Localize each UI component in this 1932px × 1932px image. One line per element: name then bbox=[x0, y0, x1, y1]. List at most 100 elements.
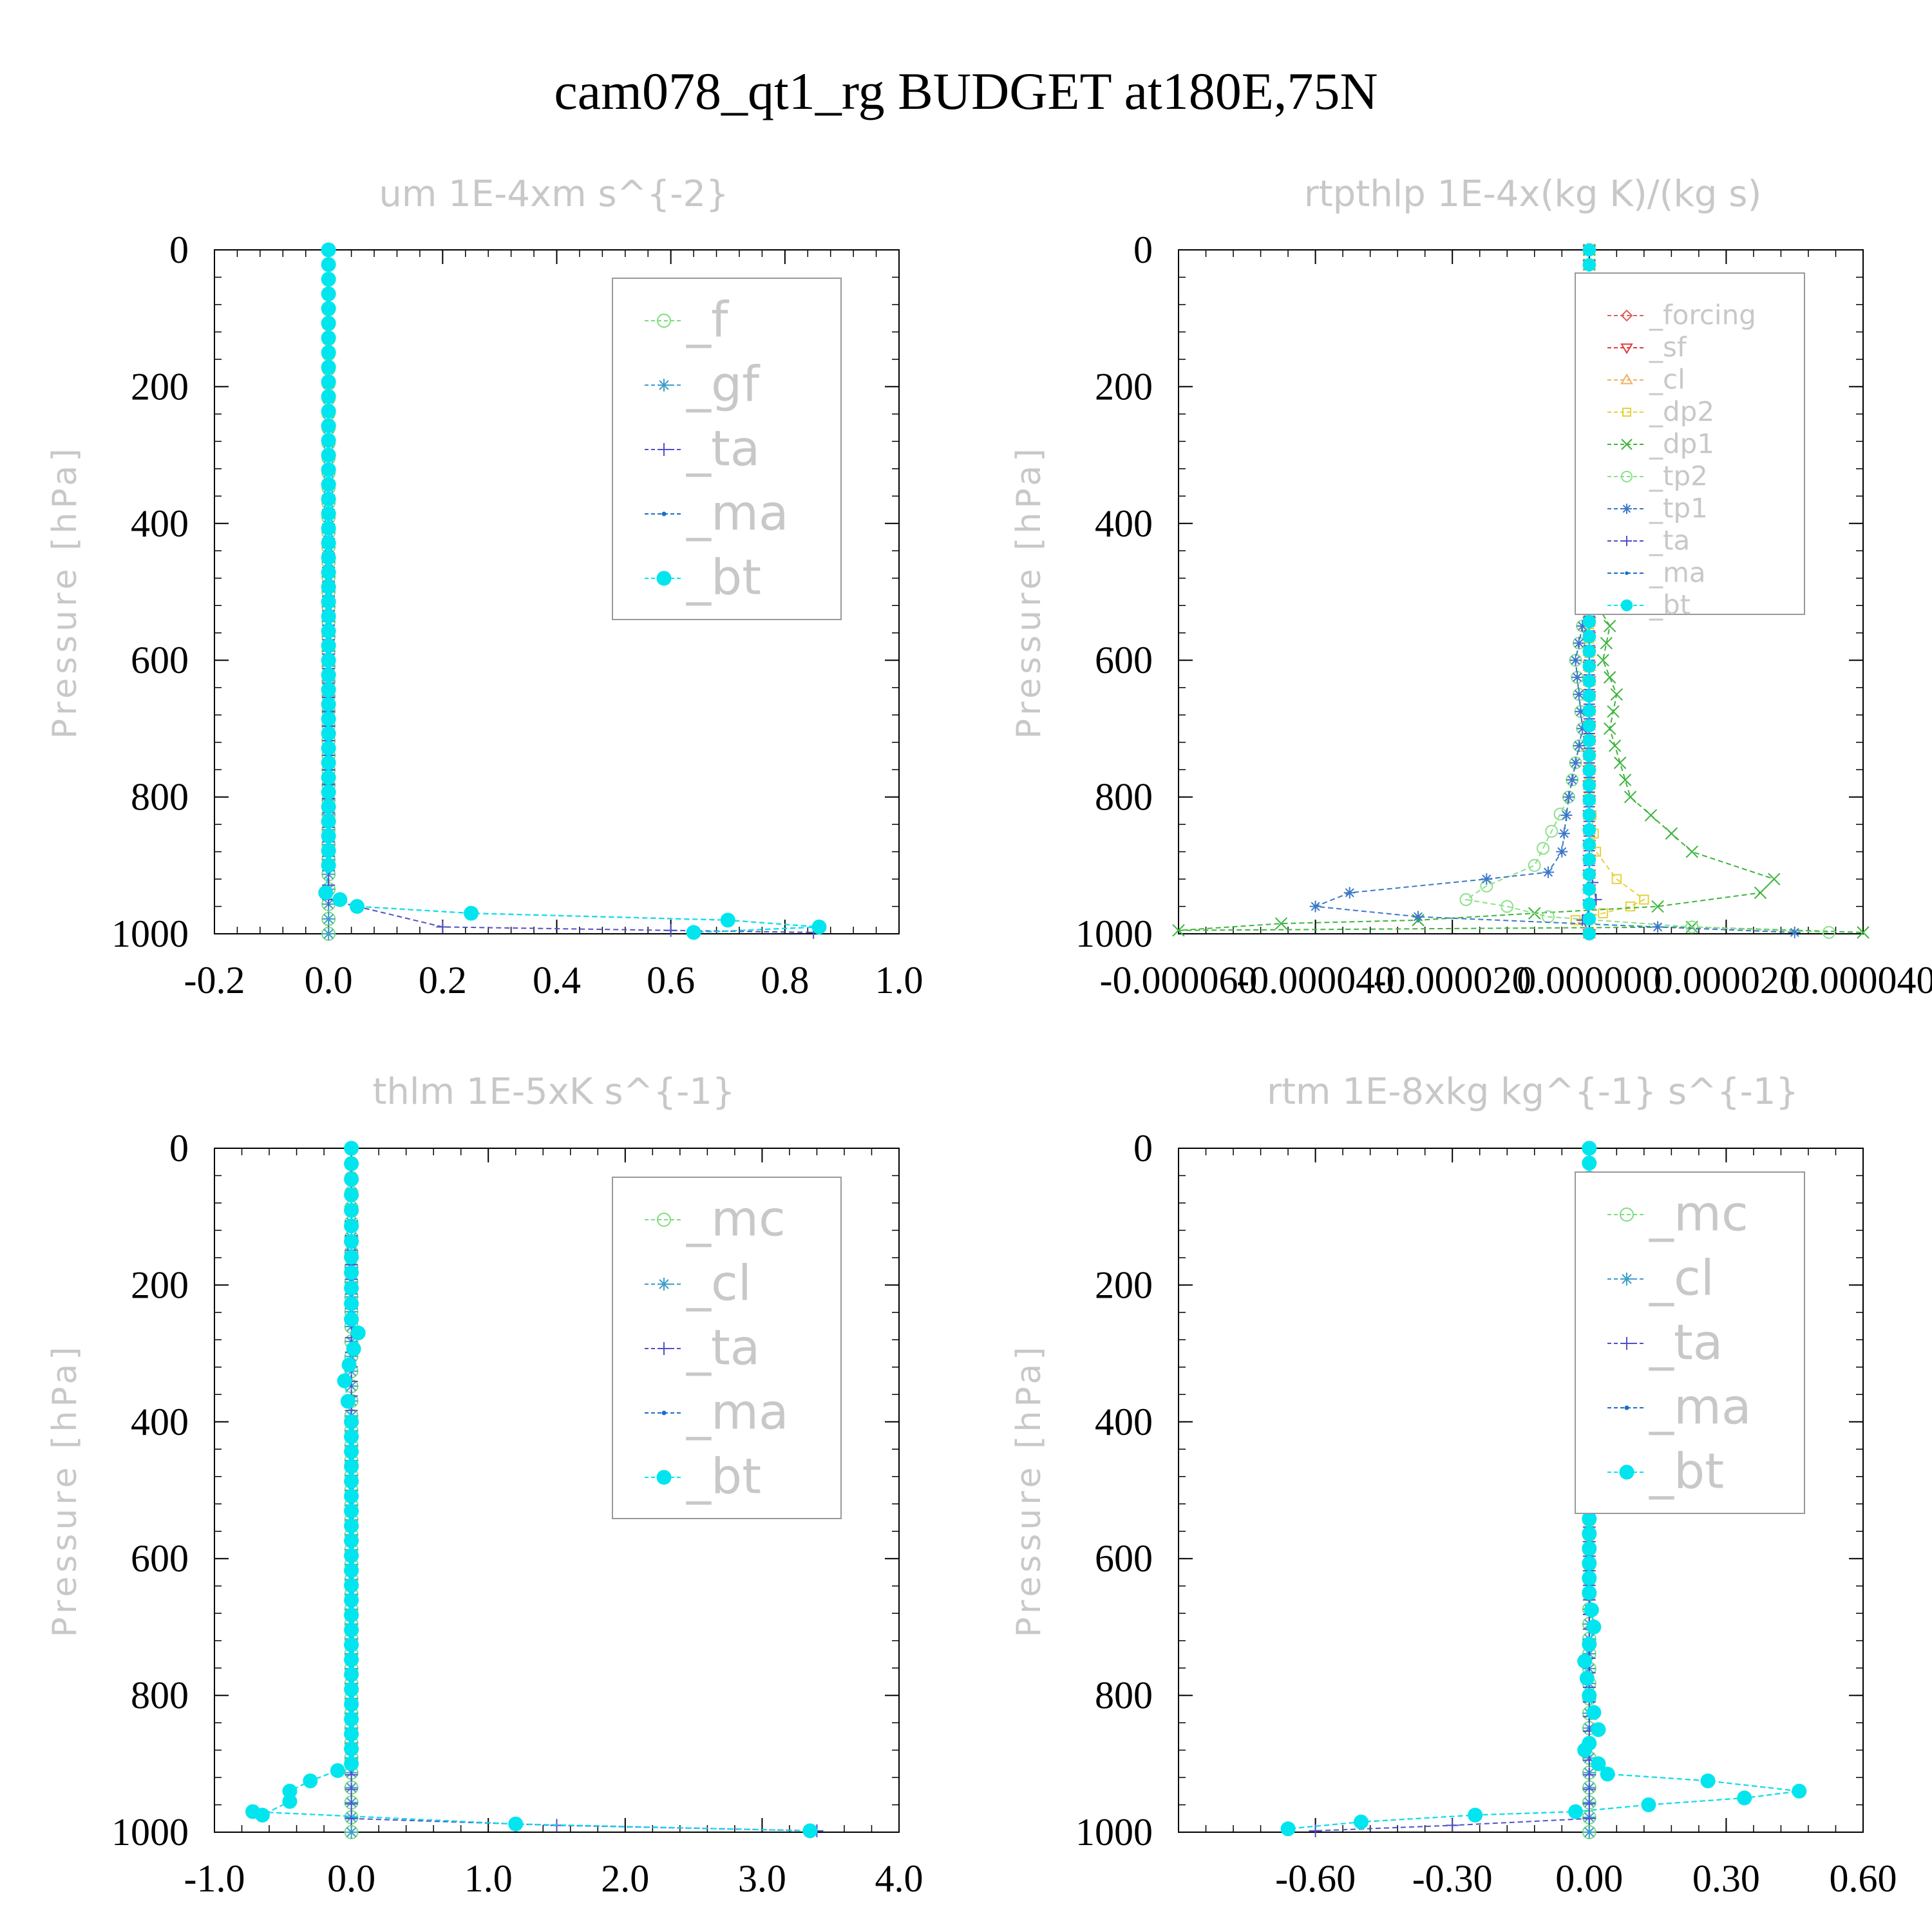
data-point bbox=[303, 1773, 318, 1788]
data-point bbox=[344, 1218, 359, 1234]
data-point bbox=[321, 828, 336, 844]
data-point bbox=[322, 927, 336, 940]
data-point bbox=[1591, 846, 1602, 857]
x-tick-label: 0.0 bbox=[327, 1857, 375, 1900]
x-tick-label: -1.0 bbox=[184, 1857, 245, 1900]
data-point bbox=[344, 1156, 359, 1171]
data-point bbox=[321, 316, 336, 331]
data-point bbox=[321, 726, 336, 741]
data-point bbox=[344, 1280, 359, 1296]
data-point bbox=[340, 1394, 355, 1409]
legend-marker bbox=[1620, 1208, 1634, 1222]
data-point bbox=[345, 1826, 358, 1839]
data-point bbox=[344, 1652, 359, 1667]
data-point bbox=[321, 403, 336, 419]
data-point bbox=[350, 1325, 366, 1341]
data-point bbox=[1685, 845, 1698, 858]
data-point bbox=[321, 301, 336, 316]
data-point bbox=[1582, 748, 1596, 762]
page-title: cam078_qt1_rg BUDGET at180E,75N bbox=[554, 62, 1378, 120]
data-point bbox=[1618, 773, 1632, 786]
data-point bbox=[321, 814, 336, 829]
y-tick-label: 400 bbox=[131, 1401, 189, 1443]
data-point bbox=[1481, 873, 1493, 886]
data-point bbox=[1586, 1705, 1602, 1720]
x-tick-label: -0.000060 bbox=[1100, 959, 1258, 1001]
legend-marker bbox=[1620, 374, 1633, 384]
data-point bbox=[318, 885, 334, 900]
data-point bbox=[1603, 722, 1616, 735]
x-tick-label: 0.30 bbox=[1692, 1857, 1760, 1900]
data-point bbox=[1468, 1807, 1483, 1823]
data-point bbox=[1582, 823, 1596, 837]
data-point bbox=[1579, 1671, 1595, 1686]
data-point bbox=[1353, 1814, 1368, 1830]
data-point bbox=[321, 609, 336, 624]
data-point bbox=[349, 899, 365, 914]
x-tick-label: -0.000020 bbox=[1374, 959, 1531, 1001]
data-point bbox=[1573, 739, 1585, 752]
legend-label: _bt bbox=[1649, 1442, 1724, 1499]
y-axis-label: Pressure [hPa] bbox=[46, 1343, 84, 1638]
data-point bbox=[664, 923, 677, 937]
data-point bbox=[1573, 688, 1585, 701]
data-point bbox=[1582, 1155, 1597, 1171]
data-point bbox=[344, 1171, 359, 1187]
data-point bbox=[321, 374, 336, 390]
data-point bbox=[344, 1727, 359, 1742]
data-point bbox=[1568, 1804, 1584, 1819]
data-point bbox=[321, 477, 336, 492]
data-point bbox=[1600, 1766, 1615, 1782]
data-point bbox=[1582, 838, 1596, 851]
data-point bbox=[321, 623, 336, 639]
data-point bbox=[1582, 644, 1596, 658]
data-point bbox=[1582, 1540, 1597, 1556]
x-tick-label: 4.0 bbox=[875, 1857, 923, 1900]
data-point bbox=[1582, 734, 1596, 748]
data-point bbox=[344, 1234, 359, 1249]
data-point bbox=[321, 799, 336, 815]
data-point bbox=[344, 1533, 359, 1548]
data-point bbox=[1582, 1511, 1597, 1526]
data-point bbox=[321, 843, 336, 858]
x-tick-label: 0.60 bbox=[1830, 1857, 1897, 1900]
y-tick-label: 200 bbox=[131, 1264, 189, 1306]
y-tick-label: 0 bbox=[169, 229, 189, 271]
y-tick-label: 1000 bbox=[111, 1811, 189, 1853]
data-point bbox=[321, 741, 336, 756]
legend-label: _f bbox=[686, 290, 730, 348]
data-point bbox=[344, 1141, 359, 1156]
data-point bbox=[337, 1373, 352, 1388]
legend-label: _ma bbox=[686, 1383, 789, 1440]
data-point bbox=[1608, 739, 1622, 752]
legend-marker bbox=[658, 443, 670, 456]
y-tick-label: 800 bbox=[131, 776, 189, 819]
data-point bbox=[344, 1459, 359, 1474]
x-tick-label: 3.0 bbox=[738, 1857, 786, 1900]
data-point bbox=[1792, 1783, 1807, 1799]
data-point bbox=[321, 682, 336, 697]
data-point bbox=[1309, 1824, 1322, 1837]
data-point bbox=[1591, 1756, 1606, 1772]
legend-label: _mc bbox=[1649, 1184, 1748, 1242]
data-point bbox=[1582, 674, 1596, 688]
data-point bbox=[344, 1444, 359, 1459]
data-point bbox=[1582, 243, 1596, 257]
data-point bbox=[1582, 1797, 1596, 1811]
data-point bbox=[321, 770, 336, 785]
plot-frame bbox=[1178, 1148, 1864, 1833]
data-point bbox=[321, 286, 336, 301]
y-tick-label: 200 bbox=[1095, 365, 1153, 408]
data-point bbox=[344, 1712, 359, 1727]
legend-label: _ta bbox=[1649, 1313, 1723, 1370]
data-point bbox=[1582, 1526, 1597, 1541]
legend-label: _cl bbox=[1649, 1249, 1714, 1306]
legend-box bbox=[1575, 272, 1805, 615]
data-point bbox=[1822, 925, 1835, 939]
data-point bbox=[1556, 846, 1568, 858]
data-point bbox=[1600, 636, 1613, 650]
x-tick-label: -0.30 bbox=[1412, 1857, 1493, 1900]
legend-marker bbox=[656, 571, 672, 586]
data-point bbox=[686, 925, 701, 940]
data-point bbox=[321, 638, 336, 653]
